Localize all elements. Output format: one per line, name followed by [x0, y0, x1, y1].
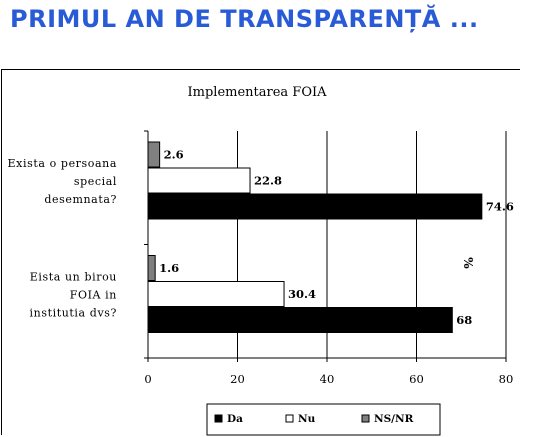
legend-swatch — [361, 414, 370, 423]
category-label: Exista o persoana — [8, 157, 117, 170]
chart-frame: Implementarea FOIA 0 20 40 60 80 2.6 22.8 74.6 Ex… — [1, 69, 520, 436]
legend-box — [206, 403, 441, 436]
x-tick-label: 60 — [409, 372, 424, 386]
legend-label: NS/NR — [374, 413, 414, 425]
legend-swatch — [285, 414, 294, 423]
x-tick-label: 0 — [144, 372, 151, 386]
bar — [147, 281, 285, 307]
x-tick-label: 20 — [230, 372, 245, 386]
category-label: Eista un birou — [30, 271, 117, 284]
data-label: 74.6 — [486, 200, 514, 214]
slide-title: PRIMUL AN DE TRANSPARENȚĂ ... — [10, 5, 479, 33]
legend-label: Da — [227, 413, 243, 425]
category-label: FOIA in — [70, 289, 117, 302]
data-label: 2.6 — [164, 148, 184, 162]
bar-chart: Implementarea FOIA 0 20 40 60 80 2.6 22.8 74.6 Ex… — [8, 85, 514, 436]
bar — [147, 167, 251, 194]
x-tick-label: 40 — [320, 372, 335, 386]
bar — [147, 307, 453, 333]
category-label: special — [74, 175, 117, 188]
chart-title: Implementarea FOIA — [188, 85, 328, 100]
x-tick-label: 80 — [499, 372, 514, 386]
category-label: desemnata? — [44, 193, 117, 206]
data-label: 22.8 — [254, 174, 282, 188]
legend-swatch — [214, 414, 223, 423]
bar — [147, 141, 161, 168]
data-label: 68 — [456, 313, 472, 327]
category-label: institutia dvs? — [30, 307, 117, 320]
y-axis-label: % — [461, 257, 475, 269]
bar — [147, 193, 483, 220]
bar — [147, 255, 156, 281]
data-label: 1.6 — [159, 261, 179, 275]
data-label: 30.4 — [288, 287, 316, 301]
legend-label: Nu — [298, 413, 316, 425]
